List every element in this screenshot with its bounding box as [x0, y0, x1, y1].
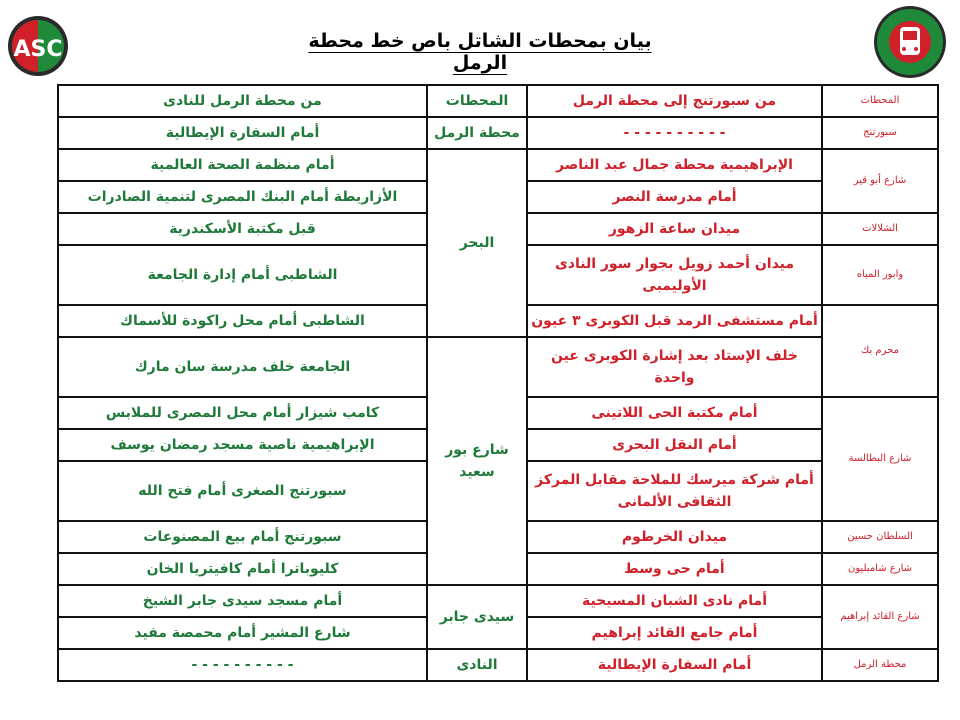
return-stop: الأزاريطة أمام البنك المصرى لتنمية الصاد…: [57, 180, 428, 214]
return-stop: سبورتنج الصغرى أمام فتح الله: [57, 460, 428, 522]
svg-text:ASC: ASC: [13, 37, 62, 62]
sporting-club-logo: [872, 2, 948, 86]
return-stop: - - - - - - - - - -: [57, 648, 428, 682]
table-row: سبورتنج - - - - - - - - - - محطة الرمل أمام…: [57, 116, 939, 150]
return-stop: الإبراهيمية ناصية مسجد رمضان يوسف: [57, 428, 428, 462]
return-stop: قبل مكتبة الأسكندرية: [57, 212, 428, 246]
table-row: الشلالات ميدان ساعة الزهور قبل مكتبة الأسك…: [57, 212, 939, 246]
table-row: خلف الإستاد بعد إشارة الكوبرى عين واحدة ش…: [57, 336, 938, 586]
return-stop: شارع المشير أمام محمصة مفيد: [57, 616, 428, 650]
area-cell: سبورتنج: [821, 116, 939, 150]
table-row: وابور المياه ميدان أحمد زويل بجوار سور ال…: [57, 244, 939, 306]
area-cell: شارع أبو قير: [821, 148, 939, 214]
outbound-stop: أمام شركة ميرسك للملاحة مقابل المركز الث…: [526, 460, 823, 522]
area-cell: محطة الرمل: [821, 648, 939, 682]
outbound-stop: - - - - - - - - - -: [526, 116, 823, 150]
outbound-stop: أمام نادى الشبان المسيحية: [526, 584, 823, 618]
header-row: المحطات من سبورتنج إلى محطة الرمل المحطات م…: [57, 84, 939, 118]
stations-header: المحطات: [426, 84, 528, 118]
station-cell: محطة الرمل: [426, 116, 528, 150]
station-cell: البحر: [426, 148, 528, 338]
outbound-stop: ميدان أحمد زويل بجوار سور النادى الأوليم…: [526, 244, 823, 306]
asc-logo: ASC: [6, 4, 70, 92]
return-stop: كليوباترا أمام كافيتريا الخان: [57, 552, 428, 586]
table-row: شارع القائد إبراهيم أمام نادى الشبان المس…: [57, 584, 939, 650]
outbound-stop: خلف الإستاد بعد إشارة الكوبرى عين واحدة: [526, 336, 823, 398]
return-stop: الشاطبى أمام إدارة الجامعة: [57, 244, 428, 306]
return-stop: أمام السفارة الإيطالية: [57, 116, 428, 150]
outbound-stop: أمام حى وسط: [526, 552, 823, 586]
table-row: أمام النقل البحرى الإبراهيمية ناصية مسجد …: [57, 428, 938, 462]
area-cell: شارع البطالسة: [821, 396, 939, 522]
page-title: بيان بمحطات الشاتل باص خط محطة الرمل: [308, 30, 652, 74]
table-row: شارع البطالسة أمام مكتبة الحى اللاتينى كام…: [57, 396, 939, 522]
outbound-stop: ميدان ساعة الزهور: [526, 212, 823, 246]
station-cell: شارع بور سعيد: [426, 336, 528, 586]
return-stop: كامب شيزار أمام محل المصرى للملابس: [57, 396, 428, 430]
table-row: محرم بك أمام مستشفى الرمد قبل الكوبرى ٣ ع…: [57, 304, 939, 398]
area-cell: محرم بك: [821, 304, 939, 398]
table-row: أمام مدرسة النصر الأزاريطة أمام البنك الم…: [57, 180, 938, 214]
outbound-stop: ميدان الخرطوم: [526, 520, 823, 554]
outbound-stop: أمام مستشفى الرمد قبل الكوبرى ٣ عيون: [526, 304, 823, 338]
table-row: السلطان حسين ميدان الخرطوم سبورتنج أمام بي…: [57, 520, 939, 554]
station-cell: النادى: [426, 648, 528, 682]
area-cell: شارع القائد إبراهيم: [821, 584, 939, 650]
area-cell: السلطان حسين: [821, 520, 939, 554]
outbound-stop: أمام جامع القائد إبراهيم: [526, 616, 823, 650]
station-cell: سيدى جابر: [426, 584, 528, 650]
table-row: شارع شامبليون أمام حى وسط كليوباترا أمام ك…: [57, 552, 939, 586]
area-cell: شارع شامبليون: [821, 552, 939, 586]
outbound-stop: الإبراهيمية محطة جمال عبد الناصر: [526, 148, 823, 182]
table-row: أمام شركة ميرسك للملاحة مقابل المركز الث…: [57, 460, 938, 522]
area-cell: وابور المياه: [821, 244, 939, 306]
return-stop: الشاطبى أمام محل راكودة للأسماك: [57, 304, 428, 338]
outbound-stop: أمام السفارة الإيطالية: [526, 648, 823, 682]
outbound-stop: أمام مكتبة الحى اللاتينى: [526, 396, 823, 430]
return-stop: سبورتنج أمام بيع المصنوعات: [57, 520, 428, 554]
area-cell: الشلالات: [821, 212, 939, 246]
table-row: محطة الرمل أمام السفارة الإيطالية النادى - …: [57, 648, 939, 682]
table-row: أمام جامع القائد إبراهيم شارع المشير أمام…: [57, 616, 938, 650]
outbound-stop: أمام النقل البحرى: [526, 428, 823, 462]
outbound-header: من سبورتنج إلى محطة الرمل: [526, 84, 823, 118]
return-header: من محطة الرمل للنادى: [57, 84, 428, 118]
stations-table: المحطات من سبورتنج إلى محطة الرمل المحطات م…: [57, 84, 939, 682]
return-stop: أمام مسجد سيدى جابر الشيخ: [57, 584, 428, 618]
return-stop: أمام منظمة الصحة العالمية: [57, 148, 428, 182]
area-header: المحطات: [821, 84, 939, 118]
outbound-stop: أمام مدرسة النصر: [526, 180, 823, 214]
return-stop: الجامعة خلف مدرسة سان مارك: [57, 336, 428, 398]
table-row: شارع أبو قير الإبراهيمية محطة جمال عبد ال…: [57, 148, 939, 338]
